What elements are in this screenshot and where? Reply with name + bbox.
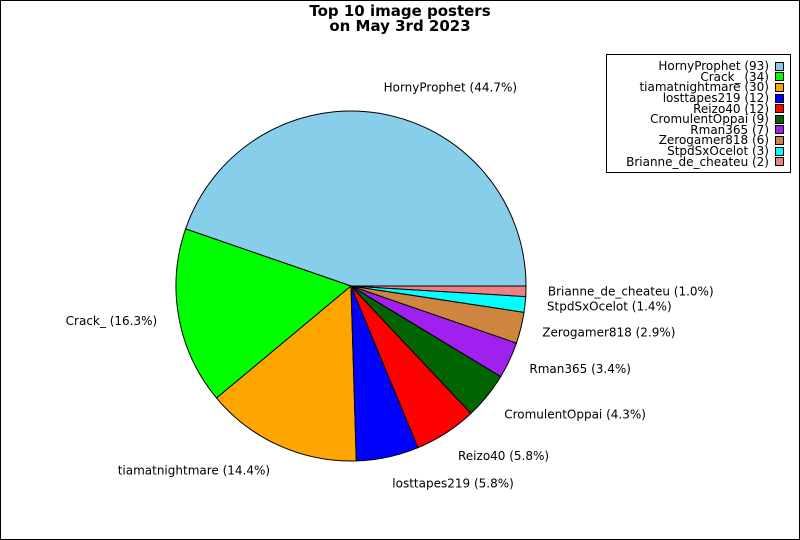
legend-item: StpdSxOcelot (3) [667,144,784,159]
legend-label: tiamatnightmare (30) [639,80,769,95]
pie-slice-crack- [175,228,353,399]
pie-slice-hornyprophet [184,110,527,287]
legend-swatch [775,157,784,167]
slice-label-tiamatnightmare: tiamatnightmare (14.4%) [118,463,270,477]
legend-swatch [775,82,784,92]
legend-label: CromulentOppai (9) [650,112,769,127]
legend-item: Rman365 (7) [690,122,784,137]
chart-title-line-2: on May 3rd 2023 [329,17,471,35]
pie-slice-tiamatnightmare [215,284,357,462]
legend: HornyProphet (93) Crack_ (34) tiamatnightm… [606,54,791,173]
legend-item: tiamatnightmare (30) [639,80,784,95]
legend-label: Reizo40 (12) [693,101,769,116]
legend-swatch [775,72,784,82]
slice-label-reizo40: Reizo40 (5.8%) [458,449,549,463]
legend-item: Zerogamer818 (6) [658,133,784,148]
legend-swatch [775,93,784,103]
slice-label-zerogamer818: Zerogamer818 (2.9%) [542,326,675,340]
legend-label: losttapes219 (12) [662,91,769,106]
legend-swatch [775,61,784,71]
legend-label: Zerogamer818 (6) [658,133,769,148]
slice-label-crack-: Crack_ (16.3%) [66,314,158,328]
legend-swatch [775,104,784,114]
chart-title: Top 10 image posters on May 3rd 2023 [1,4,799,34]
slice-label-cromulentoppai: CromulentOppai (4.3%) [504,408,646,422]
legend-item: HornyProphet (93) [658,59,784,74]
legend-item: losttapes219 (12) [662,91,784,106]
legend-item: CromulentOppai (9) [650,112,784,127]
slice-label-hornyprophet: HornyProphet (44.7%) [384,81,517,95]
legend-label: Brianne_de_cheateu (2) [626,154,769,169]
slice-label-brianne-de-cheateu: Brianne_de_cheateu (1.0%) [548,284,714,298]
legend-swatch [775,146,784,156]
slice-label-losttapes219: losttapes219 (5.8%) [392,476,514,490]
legend-label: Crack_ (34) [700,69,769,84]
legend-item: Crack_ (34) [700,69,784,84]
legend-swatch [775,135,784,145]
slice-label-stpdsxocelot: StpdSxOcelot (1.4%) [547,299,672,313]
legend-swatch [775,125,784,135]
chart-title-line-1: Top 10 image posters [309,2,491,20]
pie-slice-brianne-de-cheateu [350,285,527,298]
legend-label: HornyProphet (93) [658,59,769,74]
legend-item: Brianne_de_cheateu (2) [626,154,784,169]
slice-label-rman365: Rman365 (3.4%) [529,362,631,376]
legend-item: Reizo40 (12) [693,101,784,116]
legend-label: Rman365 (7) [690,122,769,137]
legend-label: StpdSxOcelot (3) [667,144,769,159]
legend-swatch [775,114,784,124]
